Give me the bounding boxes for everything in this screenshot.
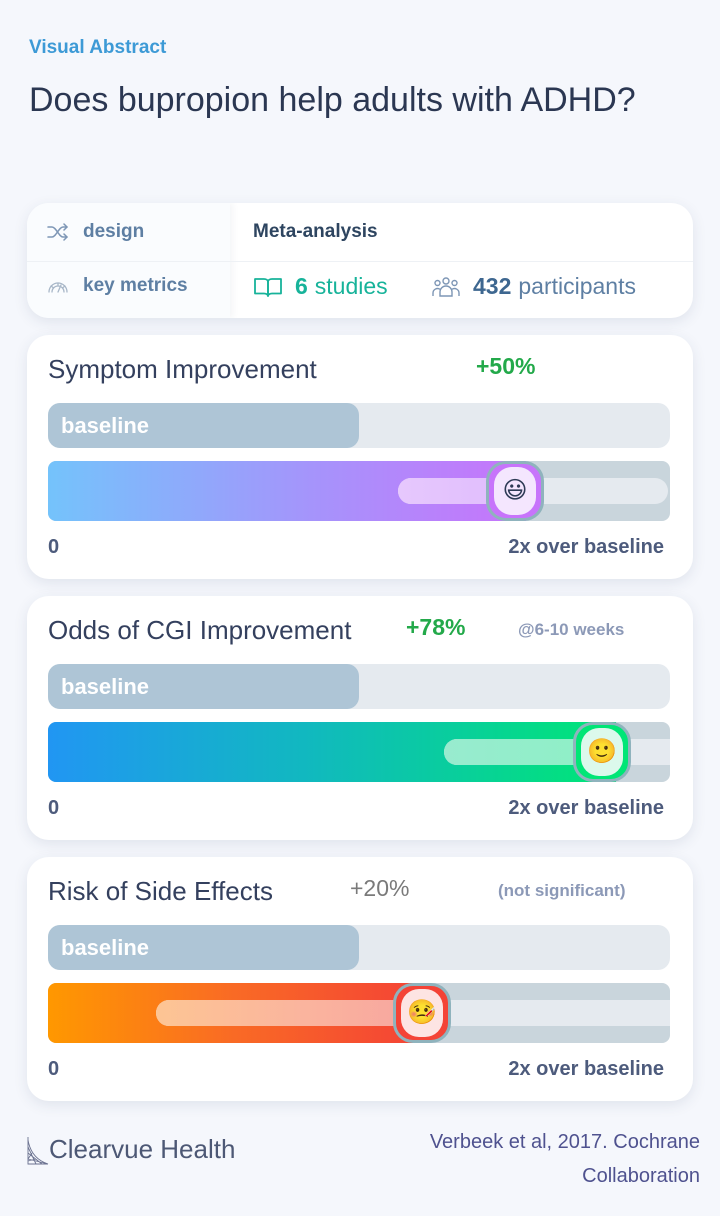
participants-count: 432 (473, 273, 512, 299)
shuffle-icon (47, 223, 69, 241)
book-icon (253, 276, 283, 298)
outcome-card-symptom-improvement: Symptom Improvement +50% baseline 😃 0 2x… (27, 335, 693, 579)
face-with-thermometer-icon: 🤒 (401, 989, 443, 1037)
result-marker: 😃 (486, 461, 544, 521)
brand-logo: Clearvue Health (27, 1134, 235, 1165)
result-track (48, 722, 670, 782)
result-track (48, 461, 670, 521)
people-icon (431, 276, 461, 298)
result-marker: 🙂 (573, 722, 631, 782)
studies-label: studies (314, 273, 388, 299)
outcome-title: Odds of CGI Improvement (48, 615, 352, 645)
citation: Verbeek et al, 2017. Cochrane Collaborat… (429, 1131, 700, 1187)
gauge-icon (47, 277, 69, 295)
baseline-track: baseline (48, 664, 670, 709)
studies-metric: 6 studies (253, 273, 388, 300)
axis-max-label: 2x over baseline (508, 1058, 664, 1080)
meta-label-column (27, 203, 230, 318)
brand-mark-icon (27, 1137, 49, 1165)
significance-note: (not significant) (498, 881, 626, 900)
effect-value: +20% (350, 875, 410, 901)
axis-min-label: 0 (48, 1058, 60, 1080)
effect-value: +50% (476, 353, 536, 379)
baseline-bar: baseline (48, 403, 359, 448)
participants-label: participants (518, 273, 636, 299)
baseline-bar: baseline (48, 664, 359, 709)
result-marker: 🤒 (393, 983, 451, 1043)
study-meta-card: design key metrics Meta-analysis 6 studi… (27, 203, 693, 318)
timeframe-note: @6-10 weeks (518, 620, 625, 639)
key-metrics-label: key metrics (47, 275, 188, 297)
result-track (48, 983, 670, 1043)
design-label: design (47, 221, 144, 243)
effect-value: +78% (406, 614, 466, 640)
axis-max-label: 2x over baseline (508, 797, 664, 819)
divider (27, 261, 693, 262)
confidence-interval-bar (156, 1000, 406, 1026)
design-value: Meta-analysis (253, 221, 378, 242)
outcome-card-cgi-improvement: Odds of CGI Improvement +78% @6-10 weeks… (27, 596, 693, 840)
participants-metric: 432 participants (431, 273, 636, 300)
grinning-face-icon: 😃 (494, 467, 536, 515)
eyebrow-label: Visual Abstract (29, 37, 167, 58)
axis-min-label: 0 (48, 797, 60, 819)
brand-name: Clearvue Health (49, 1134, 236, 1164)
slightly-smiling-face-icon: 🙂 (581, 728, 623, 776)
outcome-title: Symptom Improvement (48, 354, 317, 384)
outcome-title: Risk of Side Effects (48, 876, 273, 906)
baseline-track: baseline (48, 403, 670, 448)
design-label-text: design (83, 221, 145, 242)
key-metrics-label-text: key metrics (83, 275, 188, 296)
axis-max-label: 2x over baseline (508, 536, 664, 558)
studies-count: 6 (295, 273, 308, 299)
outcome-card-side-effects: Risk of Side Effects +20% (not significa… (27, 857, 693, 1101)
baseline-bar: baseline (48, 925, 359, 970)
baseline-track: baseline (48, 925, 670, 970)
page-title: Does bupropion help adults with ADHD? (29, 81, 636, 119)
axis-min-label: 0 (48, 536, 60, 558)
